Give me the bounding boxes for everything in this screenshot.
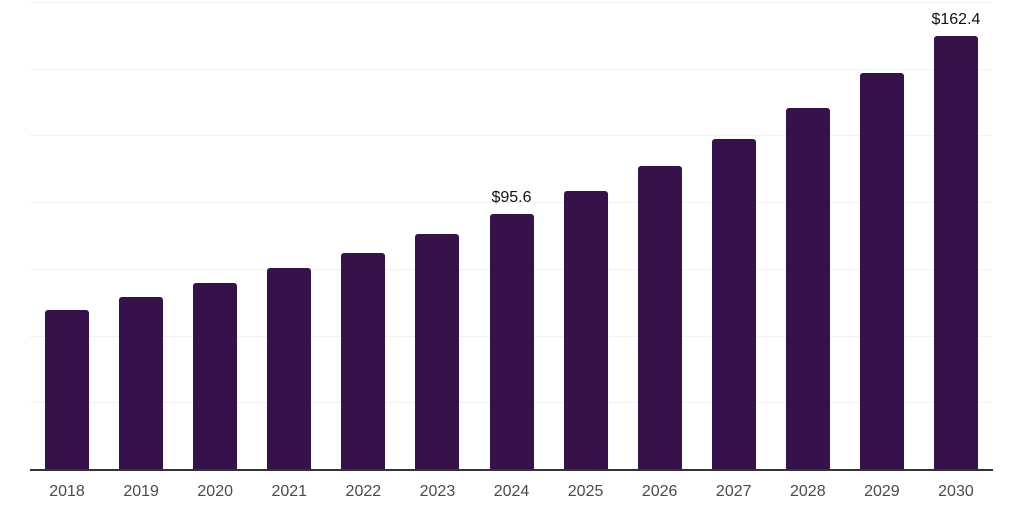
x-tick-label: 2025: [567, 483, 604, 500]
gridline: [30, 2, 993, 3]
x-tick-label: 2022: [345, 483, 382, 500]
bar: [637, 165, 682, 469]
bar: [563, 190, 608, 469]
bar: [933, 35, 978, 469]
x-tick-label: 2019: [123, 483, 159, 500]
bar: [341, 252, 386, 469]
gridline: [30, 68, 993, 70]
bar: [711, 138, 756, 469]
bar: [193, 282, 238, 469]
x-axis-line: [30, 469, 993, 471]
x-tick-label: 2020: [197, 483, 233, 500]
x-tick-label: 2027: [715, 483, 752, 500]
bar: [45, 309, 90, 469]
bar: [859, 72, 904, 469]
x-tick-label: 2018: [49, 483, 85, 500]
gridline: [30, 202, 993, 204]
x-tick-label: 2021: [271, 483, 308, 500]
gridline: [30, 135, 993, 137]
bar-value-label: $95.6: [491, 188, 532, 206]
bar: [119, 297, 164, 469]
x-tick-label: 2024: [493, 483, 530, 500]
bar: [267, 268, 312, 469]
bar: [489, 213, 534, 469]
bar: [415, 234, 460, 469]
x-tick-label: 2028: [790, 483, 826, 500]
x-tick-label: 2029: [864, 483, 900, 500]
x-tick-label: 2023: [419, 483, 456, 500]
bar: [785, 108, 830, 469]
x-tick-label: 2030: [938, 483, 974, 500]
bar-value-label: $162.4: [931, 10, 981, 28]
x-tick-label: 2026: [641, 483, 678, 500]
